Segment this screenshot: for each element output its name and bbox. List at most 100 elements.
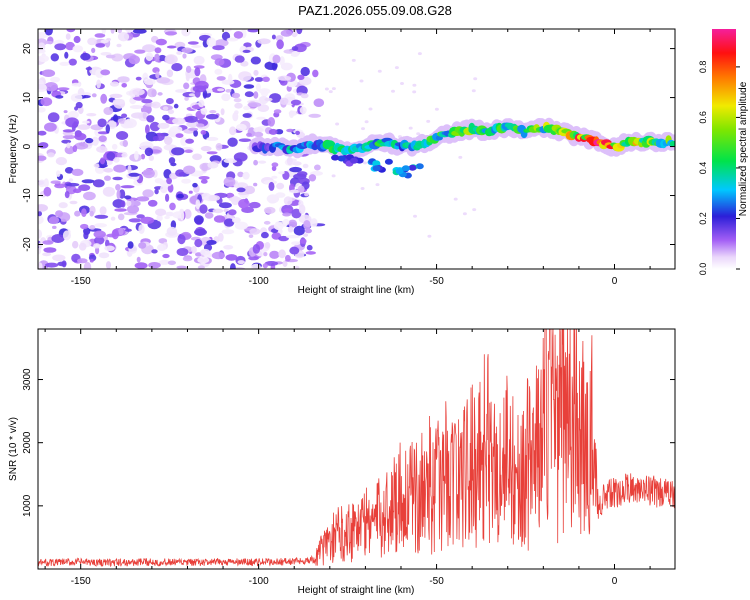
noise-cell (257, 38, 271, 45)
noise-cell (148, 155, 154, 161)
noise-cell (105, 124, 111, 134)
signal-cell (669, 140, 675, 147)
noise-cell (331, 87, 336, 91)
noise-cell (231, 92, 241, 99)
noise-cell (166, 98, 174, 105)
noise-cell (136, 256, 141, 263)
noise-cell (89, 258, 94, 263)
noise-cell (234, 102, 243, 109)
noise-cell (120, 200, 126, 208)
noise-cell (74, 210, 81, 217)
noise-cell (89, 210, 94, 217)
snr-ticks: -150 -100 -50 0 1000 2000 3000 (22, 329, 675, 587)
noise-cell (124, 195, 132, 200)
noise-cell (233, 152, 248, 162)
noise-cell (312, 69, 319, 78)
noise-cell (113, 164, 127, 173)
noise-cell (207, 161, 219, 169)
noise-cell (264, 61, 278, 70)
noise-cell (417, 52, 422, 56)
noise-cell (164, 31, 178, 36)
noise-cell (260, 90, 269, 97)
noise-cell (171, 147, 185, 156)
noise-cell (85, 67, 93, 71)
noise-cell (243, 105, 251, 111)
spectrogram-xtick-label: -100 (249, 276, 269, 287)
snr-frame (37, 328, 676, 570)
noise-cell (132, 88, 145, 96)
noise-cell (72, 45, 84, 53)
noise-cell (57, 87, 70, 91)
noise-cell (360, 187, 365, 190)
secondary-blob (384, 158, 393, 165)
noise-cell (199, 204, 208, 214)
noise-cell (243, 42, 252, 48)
noise-cell (43, 247, 57, 253)
spectrogram-xtick-label: 0 (612, 276, 618, 287)
noise-cell (198, 176, 210, 180)
noise-cell (66, 142, 71, 149)
noise-cell (164, 54, 178, 65)
noise-cell (427, 234, 432, 238)
noise-cell (78, 184, 91, 191)
noise-cell (289, 166, 302, 173)
noise-cell (286, 235, 300, 239)
noise-cell (166, 45, 177, 49)
noise-cell (221, 93, 231, 102)
secondary-blob (337, 155, 346, 162)
spectrogram-xtick-label: -150 (71, 276, 91, 287)
noise-cell (70, 93, 83, 102)
noise-cell (328, 90, 333, 94)
noise-cell (38, 155, 47, 161)
noise-cell (200, 107, 208, 115)
noise-cell (104, 245, 115, 252)
noise-cell (83, 191, 96, 201)
noise-cell (246, 132, 252, 137)
noise-cell (54, 43, 67, 51)
snr-xtick-label: -150 (71, 576, 91, 587)
noise-cell (278, 171, 285, 175)
noise-cell (236, 187, 246, 193)
noise-cell (220, 108, 225, 116)
noise-cell (140, 153, 146, 160)
noise-cell (162, 114, 170, 121)
noise-cell (155, 71, 160, 79)
noise-cell (74, 132, 87, 141)
noise-cell (78, 242, 87, 251)
noise-cell (223, 218, 235, 227)
noise-cell (242, 113, 252, 118)
noise-cell (40, 97, 53, 107)
noise-cell (121, 152, 128, 158)
colorbar-gradient (712, 29, 736, 269)
noise-cell (68, 178, 74, 182)
noise-cell (130, 199, 135, 207)
colorbar-tick-label: 0.0 (698, 263, 708, 276)
noise-cell (94, 223, 107, 228)
noise-cell (394, 66, 399, 70)
noise-cell (104, 175, 111, 181)
noise-cell (212, 208, 224, 214)
noise-cell (191, 45, 202, 48)
snr-xtick-label: -100 (249, 576, 269, 587)
noise-cell (116, 131, 129, 140)
noise-cell (238, 138, 251, 142)
noise-cell (106, 151, 116, 161)
noise-cell (209, 155, 222, 163)
noise-cell (291, 51, 300, 57)
noise-cell (413, 214, 417, 218)
noise-cell (206, 136, 219, 141)
noise-cell (38, 48, 46, 54)
noise-cell (151, 249, 158, 254)
noise-cell (128, 55, 140, 65)
noise-cell (223, 29, 232, 32)
noise-cell (62, 230, 71, 241)
noise-cell (121, 83, 127, 88)
noise-cell (145, 124, 150, 135)
noise-cell (192, 153, 203, 161)
noise-cell (109, 93, 123, 99)
noise-cell (38, 247, 42, 255)
noise-cell (271, 165, 277, 172)
noise-cell (200, 145, 212, 152)
noise-cell (166, 69, 174, 78)
